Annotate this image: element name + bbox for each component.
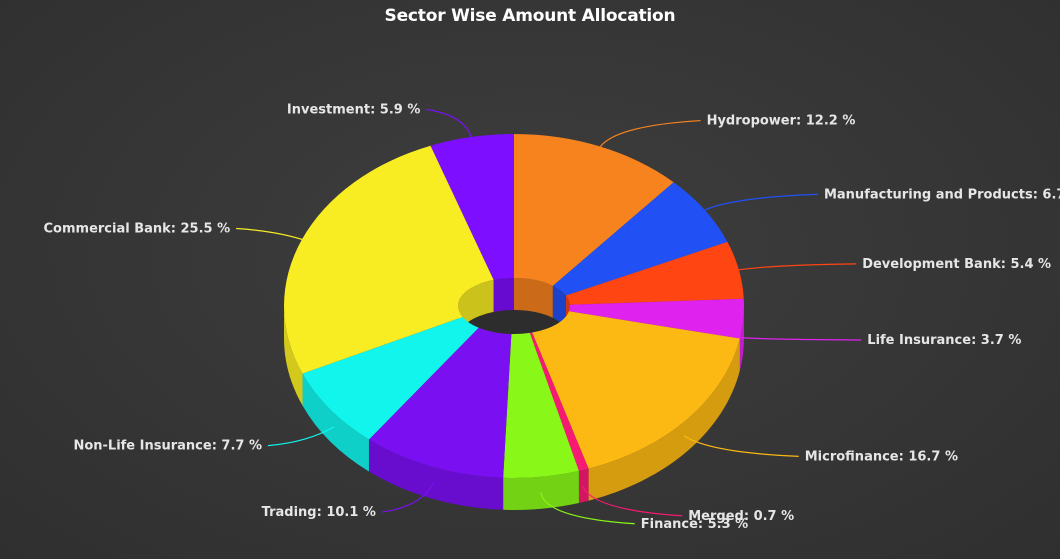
- connector-manufacturing-and-products: [700, 193, 819, 213]
- label-commercial-bank: Commercial Bank: 25.5 %: [44, 222, 231, 237]
- slice-merged[interactable]: [529, 332, 589, 472]
- label-manufacturing-and-products: Manufacturing and Products: 6.7 %: [824, 187, 1060, 202]
- side-wall-merged: [578, 468, 589, 504]
- side-wall-microfinance: [588, 338, 740, 501]
- pie-slices: [284, 134, 744, 478]
- label-development-bank: Development Bank: 5.4 %: [862, 257, 1051, 272]
- connector-development-bank: [734, 263, 857, 272]
- label-microfinance: Microfinance: 16.7 %: [805, 449, 958, 464]
- connector-merged: [581, 485, 683, 517]
- connector-commercial-bank: [236, 227, 307, 242]
- connector-life-insurance: [738, 337, 862, 341]
- slice-manufacturing-and-products[interactable]: [552, 182, 728, 296]
- slice-labels: Hydropower: 12.2 % Manufacturing and Prod…: [44, 102, 1060, 531]
- label-life-insurance: Life Insurance: 3.7 %: [867, 333, 1021, 348]
- label-investment: Investment: 5.9 %: [287, 102, 420, 117]
- pie-side-walls: [284, 306, 744, 511]
- connector-finance: [540, 492, 635, 525]
- slice-trading[interactable]: [368, 327, 512, 478]
- slice-finance[interactable]: [503, 332, 579, 478]
- connector-microfinance: [683, 435, 799, 457]
- slice-life-insurance[interactable]: [568, 298, 744, 339]
- connector-hydropower: [597, 119, 701, 150]
- hole-wall-manufacturing-and-products: [552, 285, 566, 328]
- chart-title: Sector Wise Amount Allocation: [384, 6, 676, 26]
- slice-hydropower[interactable]: [514, 134, 674, 286]
- slice-development-bank[interactable]: [565, 241, 744, 305]
- slice-non-life-insurance[interactable]: [302, 317, 479, 440]
- side-wall-finance: [503, 471, 579, 511]
- side-wall-commercial-bank: [284, 306, 303, 406]
- side-wall-trading: [368, 439, 504, 510]
- hole-wall-investment: [493, 278, 514, 312]
- slice-commercial-bank[interactable]: [284, 145, 494, 374]
- label-hydropower: Hydropower: 12.2 %: [707, 114, 856, 129]
- hole-wall-commercial-bank: [458, 279, 494, 338]
- slice-investment[interactable]: [430, 134, 514, 280]
- label-connectors: [236, 108, 862, 525]
- label-finance: Finance: 5.3 %: [641, 517, 748, 532]
- label-non-life-insurance: Non-Life Insurance: 7.7 %: [73, 439, 262, 454]
- side-wall-non-life-insurance: [302, 373, 369, 472]
- slice-microfinance[interactable]: [532, 311, 740, 469]
- connector-trading: [381, 482, 435, 513]
- connector-non-life-insurance: [267, 426, 335, 447]
- hole-wall-hydropower: [514, 278, 553, 318]
- connector-investment: [426, 108, 474, 141]
- label-merged: Merged: 0.7 %: [688, 509, 794, 524]
- label-trading: Trading: 10.1 %: [262, 505, 376, 520]
